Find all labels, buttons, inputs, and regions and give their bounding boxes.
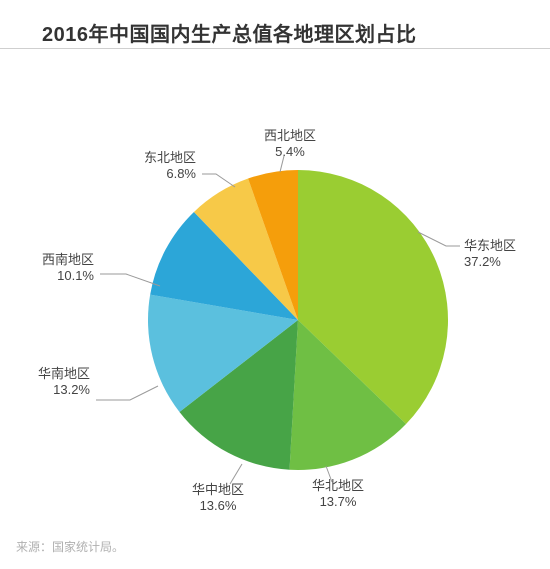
leader-华南地区 [96,386,158,400]
slice-label-东北地区: 东北地区6.8% [144,150,196,181]
pie-chart: 华东地区37.2% 华北地区13.7% 华中地区13.6% 华南地区13.2% 西南地区… [0,60,550,530]
slice-label-华中地区: 华中地区13.6% [192,482,244,513]
slice-label-华东地区: 华东地区37.2% [464,238,516,269]
page: { "title": { "text": "2016年中国国内生产总值各地理区划… [0,0,550,569]
title-underline [0,48,550,49]
slice-label-华北地区: 华北地区13.7% [312,478,364,509]
leader-西南地区 [100,274,160,286]
chart-title: 2016年中国国内生产总值各地理区划占比 [42,18,530,47]
slice-label-华南地区: 华南地区13.2% [38,366,90,397]
slice-label-西北地区: 西北地区5.4% [264,128,316,159]
leader-华中地区 [230,464,242,484]
leader-东北地区 [202,174,235,187]
slice-label-西南地区: 西南地区10.1% [42,252,94,283]
source-text: 来源：国家统计局。 [16,538,124,555]
